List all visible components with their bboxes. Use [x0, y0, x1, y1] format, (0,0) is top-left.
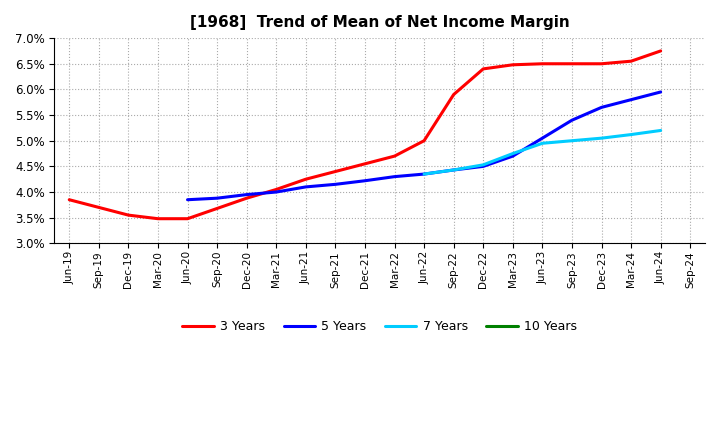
3 Years — [213, 206, 222, 211]
3 Years — [272, 187, 281, 192]
5 Years — [302, 184, 310, 190]
Line: 7 Years: 7 Years — [424, 131, 661, 174]
3 Years — [124, 213, 132, 218]
3 Years — [508, 62, 517, 67]
5 Years — [272, 189, 281, 194]
5 Years — [243, 192, 251, 197]
3 Years — [420, 138, 428, 143]
Line: 5 Years: 5 Years — [187, 92, 661, 200]
7 Years — [597, 136, 606, 141]
3 Years — [65, 197, 73, 202]
5 Years — [390, 174, 399, 179]
5 Years — [657, 89, 665, 95]
5 Years — [538, 136, 546, 141]
5 Years — [626, 97, 635, 103]
7 Years — [479, 162, 487, 168]
5 Years — [183, 197, 192, 202]
7 Years — [538, 141, 546, 146]
3 Years — [449, 92, 458, 97]
7 Years — [626, 132, 635, 137]
5 Years — [449, 167, 458, 172]
3 Years — [657, 48, 665, 54]
3 Years — [153, 216, 162, 221]
5 Years — [213, 195, 222, 201]
5 Years — [479, 164, 487, 169]
3 Years — [626, 59, 635, 64]
7 Years — [449, 167, 458, 172]
7 Years — [508, 151, 517, 156]
5 Years — [420, 172, 428, 177]
5 Years — [508, 154, 517, 159]
3 Years — [390, 154, 399, 159]
5 Years — [331, 182, 340, 187]
5 Years — [361, 178, 369, 183]
3 Years — [331, 169, 340, 174]
7 Years — [420, 172, 428, 177]
3 Years — [243, 195, 251, 201]
3 Years — [479, 66, 487, 72]
5 Years — [567, 117, 576, 123]
5 Years — [597, 105, 606, 110]
3 Years — [538, 61, 546, 66]
3 Years — [567, 61, 576, 66]
Title: [1968]  Trend of Mean of Net Income Margin: [1968] Trend of Mean of Net Income Margi… — [190, 15, 570, 30]
3 Years — [183, 216, 192, 221]
3 Years — [597, 61, 606, 66]
3 Years — [302, 176, 310, 182]
3 Years — [94, 205, 103, 210]
7 Years — [657, 128, 665, 133]
7 Years — [567, 138, 576, 143]
3 Years — [361, 161, 369, 166]
Line: 3 Years: 3 Years — [69, 51, 661, 219]
Legend: 3 Years, 5 Years, 7 Years, 10 Years: 3 Years, 5 Years, 7 Years, 10 Years — [178, 315, 582, 338]
